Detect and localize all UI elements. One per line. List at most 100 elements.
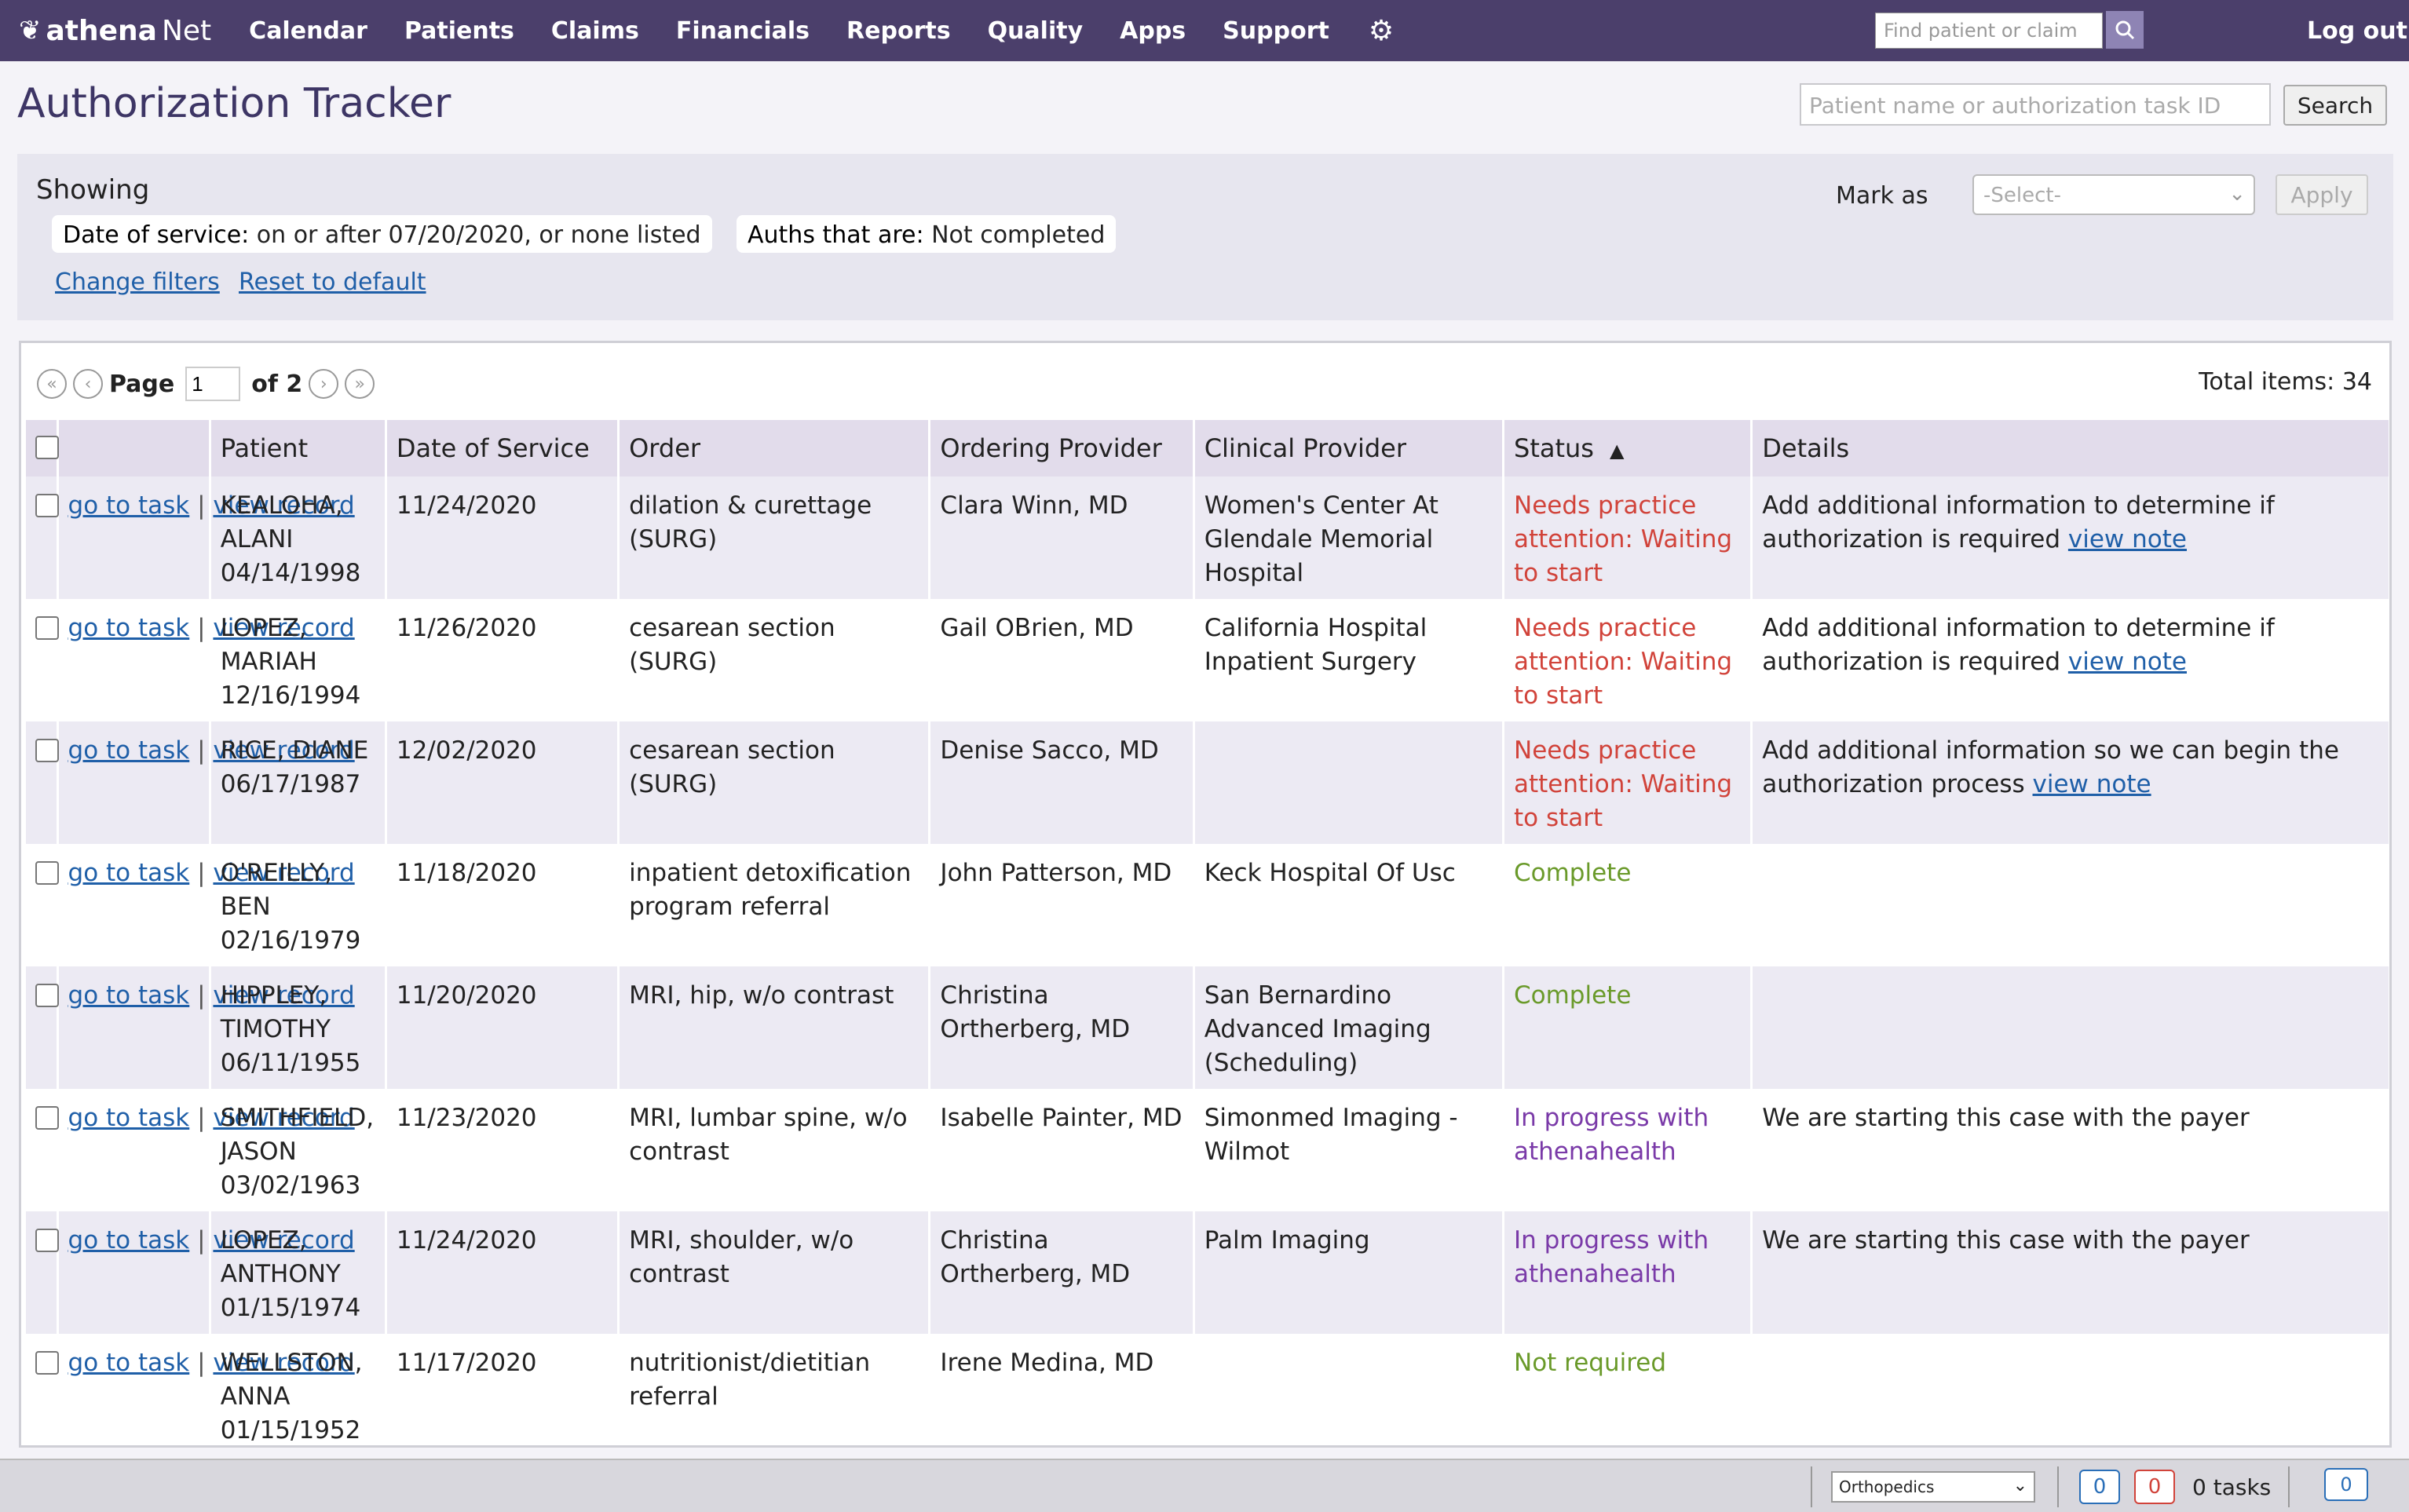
athenanet-logo[interactable]: ❦ athena Net [19, 15, 211, 47]
nav-claims[interactable]: Claims [550, 16, 639, 45]
table-row: go to task | view recordLOPEZ, ANTHONY 0… [26, 1211, 2389, 1334]
nav-calendar[interactable]: Calendar [249, 16, 367, 45]
row-checkbox[interactable] [35, 494, 59, 517]
date-of-service-cell: 11/20/2020 [386, 966, 620, 1089]
details-text: Add additional information to determine … [1762, 491, 2275, 553]
ordering-provider-cell: Gail OBrien, MD [929, 599, 1195, 721]
row-checkbox[interactable] [35, 1229, 59, 1252]
row-select-cell [26, 1334, 59, 1445]
search-button[interactable]: Search [2283, 85, 2387, 126]
go-to-task-link[interactable]: go to task [68, 736, 190, 765]
ordering-provider-cell: Irene Medina, MD [929, 1334, 1195, 1445]
row-checkbox[interactable] [35, 984, 59, 1007]
go-to-task-link[interactable]: go to task [68, 1104, 190, 1132]
change-filters-link[interactable]: Change filters [55, 268, 220, 296]
row-checkbox[interactable] [35, 739, 59, 762]
first-page-icon[interactable]: « [37, 369, 67, 399]
auth-search-input[interactable]: Patient name or authorization task ID [1800, 83, 2271, 126]
mark-as-value: -Select- [1983, 184, 2061, 207]
select-all-checkbox[interactable] [35, 436, 59, 459]
go-to-task-link[interactable]: go to task [68, 981, 190, 1010]
link-separator: | [189, 1226, 214, 1255]
page-title: Authorization Tracker [17, 80, 451, 127]
row-actions: go to task | view record [57, 1334, 355, 1445]
details-text: Add additional information to determine … [1762, 614, 2275, 676]
go-to-task-link[interactable]: go to task [68, 614, 190, 642]
details-cell: Add additional information so we can beg… [1751, 721, 2389, 844]
nav-search-input[interactable]: Find patient or claim [1875, 13, 2103, 49]
row-select-cell [26, 477, 59, 599]
nav-reports[interactable]: Reports [846, 16, 951, 45]
col-header-patient[interactable]: Patient [210, 420, 387, 477]
go-to-task-link[interactable]: go to task [68, 1349, 190, 1377]
nav-quality[interactable]: Quality [987, 16, 1084, 45]
status-cell: In progress with athenahealth [1503, 1089, 1753, 1211]
view-note-link[interactable]: view note [2032, 770, 2151, 798]
nav-patients[interactable]: Patients [404, 16, 514, 45]
clinical-provider-cell: Simonmed Imaging - Wilmot [1194, 1089, 1505, 1211]
prev-page-icon[interactable]: ‹ [73, 369, 103, 399]
select-all-header [26, 420, 59, 477]
row-actions: go to task | view record [57, 1089, 355, 1211]
view-note-link[interactable]: view note [2067, 648, 2187, 676]
col-header-clinical-provider[interactable]: Clinical Provider [1194, 420, 1505, 477]
next-page-icon[interactable]: › [309, 369, 339, 399]
link-separator: | [189, 736, 214, 765]
order-cell: MRI, lumbar spine, w/o contrast [618, 1089, 931, 1211]
blue-count-badge[interactable]: 0 [2079, 1470, 2120, 1504]
row-select-cell [26, 1211, 59, 1334]
page-number-input[interactable] [185, 367, 241, 401]
col-header-date-of-service[interactable]: Date of Service [386, 420, 620, 477]
go-to-task-link[interactable]: go to task [68, 491, 190, 520]
table-header-row: Patient Date of Service Order Ordering P… [26, 420, 2389, 477]
apply-button[interactable]: Apply [2276, 174, 2368, 215]
mark-as-select[interactable]: -Select- ⌄ [1972, 174, 2255, 215]
row-actions: go to task | view record [57, 599, 355, 721]
nav-apps[interactable]: Apps [1120, 16, 1186, 45]
chip-label: Auths that are: [748, 221, 924, 249]
details-cell [1751, 966, 2389, 1089]
link-separator: | [189, 1349, 214, 1377]
filter-chip-date: Date of service: on or after 07/20/2020,… [52, 215, 712, 253]
patient-cell: SMITHFIELD, JASON 03/02/1963 [210, 1089, 387, 1211]
patient-cell: RICE, DIANE 06/17/1987 [210, 721, 387, 844]
logout-link[interactable]: Log out [2307, 17, 2407, 45]
row-checkbox[interactable] [35, 1106, 59, 1130]
row-checkbox[interactable] [35, 1351, 59, 1375]
nav-financials[interactable]: Financials [675, 16, 810, 45]
date-of-service-cell: 12/02/2020 [386, 721, 620, 844]
col-header-actions [57, 420, 211, 477]
clinical-provider-cell: San Bernardino Advanced Imaging (Schedul… [1194, 966, 1505, 1089]
clinical-provider-cell: Women's Center At Glendale Memorial Hosp… [1194, 477, 1505, 599]
search-icon[interactable] [2106, 11, 2144, 49]
clinical-provider-cell: Keck Hospital Of Usc [1194, 844, 1505, 966]
link-separator: | [189, 614, 214, 642]
row-checkbox[interactable] [35, 616, 59, 640]
sort-ascending-icon[interactable]: ▲ [1609, 440, 1625, 462]
department-select[interactable]: Orthopedics ⌄ [1831, 1471, 2035, 1503]
ordering-provider-cell: Clara Winn, MD [929, 477, 1195, 599]
last-page-icon[interactable]: » [345, 369, 375, 399]
gear-icon[interactable]: ⚙ [1368, 14, 1395, 47]
nav-support[interactable]: Support [1223, 16, 1329, 45]
clinical-provider-cell: Palm Imaging [1194, 1211, 1505, 1334]
col-header-status[interactable]: Status ▲ [1503, 420, 1753, 477]
date-of-service-cell: 11/24/2020 [386, 1211, 620, 1334]
red-count-badge[interactable]: 0 [2134, 1470, 2175, 1504]
col-header-ordering-provider[interactable]: Ordering Provider [929, 420, 1195, 477]
tasks-count[interactable]: 0 tasks [2192, 1474, 2272, 1500]
chat-icon[interactable]: 0 [2324, 1468, 2368, 1501]
footer-divider [1811, 1466, 1812, 1507]
col-header-details[interactable]: Details [1751, 420, 2389, 477]
row-checkbox[interactable] [35, 861, 59, 885]
view-note-link[interactable]: view note [2067, 525, 2187, 553]
go-to-task-link[interactable]: go to task [68, 859, 190, 887]
reset-default-link[interactable]: Reset to default [239, 268, 426, 296]
chevron-down-icon: ⌄ [2012, 1476, 2027, 1496]
order-cell: cesarean section (SURG) [618, 599, 931, 721]
go-to-task-link[interactable]: go to task [68, 1226, 190, 1255]
showing-label: Showing [36, 174, 150, 206]
patient-cell: HIPPLEY, TIMOTHY 06/11/1955 [210, 966, 387, 1089]
ordering-provider-cell: John Patterson, MD [929, 844, 1195, 966]
col-header-order[interactable]: Order [618, 420, 931, 477]
